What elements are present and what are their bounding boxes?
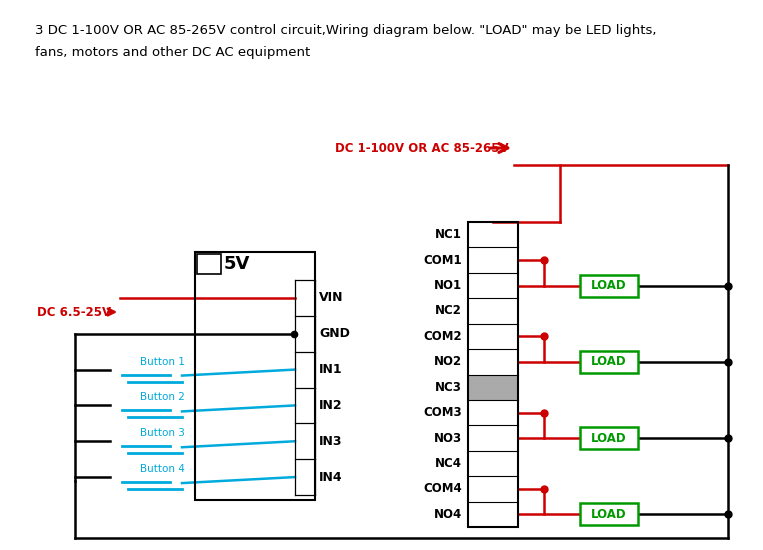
Text: NO2: NO2: [434, 355, 462, 368]
Text: VIN: VIN: [319, 292, 343, 304]
Text: IN4: IN4: [319, 471, 343, 483]
Text: Button 3: Button 3: [140, 428, 185, 438]
Text: LOAD: LOAD: [591, 432, 627, 444]
Text: NO1: NO1: [434, 279, 462, 292]
Text: IN2: IN2: [319, 399, 343, 412]
Text: NC4: NC4: [435, 457, 462, 470]
Text: NO4: NO4: [433, 508, 462, 521]
Text: IN3: IN3: [319, 434, 343, 448]
Text: DC 6.5-25V: DC 6.5-25V: [37, 305, 111, 318]
Bar: [580, 351, 638, 373]
Bar: [580, 503, 638, 525]
Text: COM3: COM3: [423, 406, 462, 419]
Text: COM2: COM2: [423, 330, 462, 343]
Text: 3 DC 1-100V OR AC 85-265V control circuit,Wiring diagram below. "LOAD" may be LE: 3 DC 1-100V OR AC 85-265V control circui…: [35, 24, 656, 37]
Text: LOAD: LOAD: [591, 355, 627, 368]
Bar: [580, 427, 638, 449]
Bar: [468, 375, 518, 400]
Text: NC3: NC3: [435, 381, 462, 394]
Text: DC 1-100V OR AC 85-265V: DC 1-100V OR AC 85-265V: [335, 141, 509, 155]
Text: Button 4: Button 4: [140, 464, 185, 474]
Text: COM4: COM4: [423, 482, 462, 496]
Text: 5V: 5V: [224, 255, 250, 273]
Text: Button 2: Button 2: [140, 392, 185, 403]
Bar: [197, 254, 221, 274]
Bar: [580, 274, 638, 296]
Bar: [195, 252, 315, 500]
Text: IN1: IN1: [319, 363, 343, 376]
Text: LOAD: LOAD: [591, 508, 627, 521]
Text: GND: GND: [319, 327, 350, 340]
Text: NC2: NC2: [435, 305, 462, 317]
Text: Button 1: Button 1: [140, 356, 185, 367]
Text: LOAD: LOAD: [591, 279, 627, 292]
Bar: [468, 222, 518, 527]
Text: NC1: NC1: [435, 228, 462, 241]
Text: NO3: NO3: [434, 432, 462, 444]
Text: fans, motors and other DC AC equipment: fans, motors and other DC AC equipment: [35, 46, 311, 59]
Text: COM1: COM1: [423, 254, 462, 267]
